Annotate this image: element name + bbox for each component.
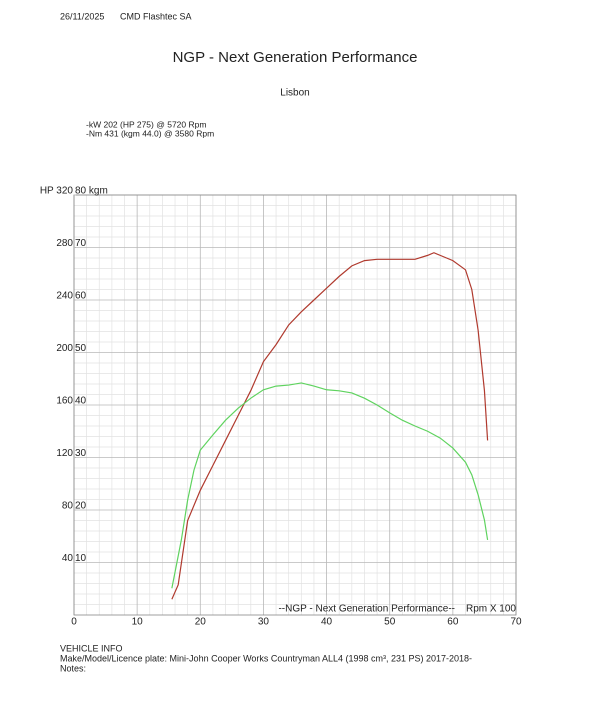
y2-tick-label: 50 [75,343,87,354]
y2-tick-label: 80 kgm [75,186,108,197]
x-tick-label: 10 [132,617,144,628]
y2-tick-label: 60 [75,291,87,302]
footer-vehicle: Make/Model/Licence plate: Mini-John Coop… [60,653,472,663]
y2-tick-label: 20 [75,501,87,512]
y2-tick-label: 70 [75,238,87,249]
data-line [171,252,489,600]
y-tick-label: HP 320 [40,186,74,197]
annotation: --NGP - Next Generation Performance-- [278,604,455,615]
y-tick-label: 80 [62,501,74,512]
y-tick-label: 280 [56,238,73,249]
y-tick-label: 160 [56,396,73,407]
chart-title: NGP - Next Generation Performance [173,49,418,66]
x-axis-label: Rpm X 100 [466,604,516,615]
y-tick-label: 120 [56,448,73,459]
x-tick-label: 30 [258,617,270,628]
grid [73,194,517,616]
data-line [171,382,489,589]
y-tick-label: 200 [56,343,73,354]
footer-heading: VEHICLE INFO [60,643,123,653]
company: CMD Flashtec SA [120,11,192,21]
x-tick-label: 0 [71,617,77,628]
x-tick-label: 60 [447,617,459,628]
x-tick-label: 40 [321,617,333,628]
y-tick-label: 240 [56,291,73,302]
x-tick-label: 70 [510,617,522,628]
summary: -Nm 431 (kgm 44.0) @ 3580 Rpm [86,128,214,138]
chart-subtitle: Lisbon [280,88,309,99]
y2-tick-label: 30 [75,448,87,459]
x-tick-label: 50 [384,617,396,628]
summary: -kW 202 (HP 275) @ 5720 Rpm [86,119,206,129]
footer-notes: Notes: [60,663,86,673]
date: 26/11/2025 [60,11,104,21]
x-tick-label: 20 [195,617,207,628]
y-tick-label: 40 [62,553,74,564]
y2-tick-label: 40 [75,396,87,407]
y2-tick-label: 10 [75,553,87,564]
